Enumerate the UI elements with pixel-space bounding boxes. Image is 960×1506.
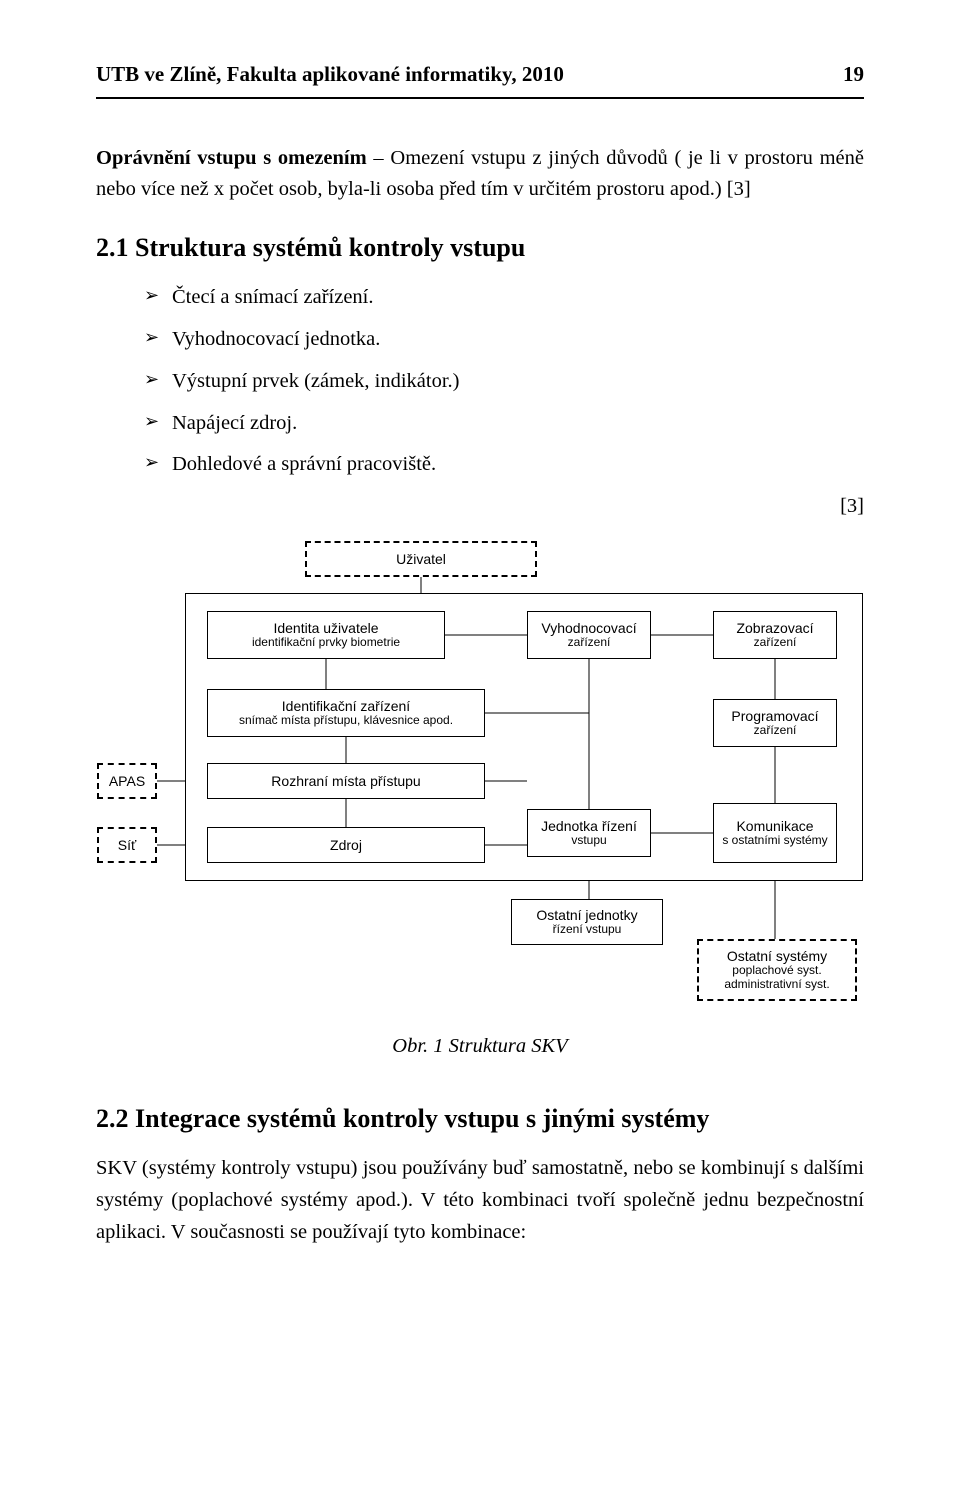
diagram-node-jednotka: Jednotka řízenívstupu <box>527 809 651 857</box>
diagram-node-uzivatel: Uživatel <box>305 541 537 577</box>
section-2-1-ref: [3] <box>96 491 864 523</box>
diagram-node-identz: Identifikační zařízenísnímač místa příst… <box>207 689 485 737</box>
diagram-node-rozhrani: Rozhraní místa přístupu <box>207 763 485 799</box>
page-root: UTB ve Zlíně, Fakulta aplikované informa… <box>0 0 960 1330</box>
list-item: Vyhodnocovací jednotka. <box>144 324 864 356</box>
diagram-node-apas: APAS <box>97 763 157 799</box>
diagram-node-zdroj: Zdroj <box>207 827 485 863</box>
diagram-node-zobraz: Zobrazovacízařízení <box>713 611 837 659</box>
section-2-2-paragraph: SKV (systémy kontroly vstupu) jsou použí… <box>96 1153 864 1248</box>
list-item: Výstupní prvek (zámek, indikátor.) <box>144 366 864 398</box>
list-item: Dohledové a správní pracoviště. <box>144 449 864 481</box>
intro-bold: Oprávnění vstupu s omezením <box>96 147 367 169</box>
diagram-canvas: Uživatel APAS Síť Identita uživateleidentif… <box>97 541 863 1015</box>
diagram-node-program: Programovacízařízení <box>713 699 837 747</box>
list-item: Napájecí zdroj. <box>144 408 864 440</box>
header-page-number: 19 <box>843 58 864 91</box>
page-header: UTB ve Zlíně, Fakulta aplikované informa… <box>96 58 864 99</box>
diagram-node-ostsys: Ostatní systémypoplachové syst.administr… <box>697 939 857 1001</box>
header-left: UTB ve Zlíně, Fakulta aplikované informa… <box>96 58 564 91</box>
diagram-node-ostjed: Ostatní jednotkyřízení vstupu <box>511 899 663 945</box>
diagram-node-komun: Komunikaces ostatními systémy <box>713 803 837 863</box>
section-2-1-list: Čtecí a snímací zařízení. Vyhodnocovací … <box>96 282 864 481</box>
section-2-1-title: 2.1 Struktura systémů kontroly vstupu <box>96 228 864 268</box>
diagram-node-sit: Síť <box>97 827 157 863</box>
intro-paragraph: Oprávnění vstupu s omezením – Omezení vs… <box>96 143 864 207</box>
diagram-node-identita: Identita uživateleidentifikační prvky bi… <box>207 611 445 659</box>
section-2-2-title: 2.2 Integrace systémů kontroly vstupu s … <box>96 1099 864 1139</box>
figure-1-caption: Obr. 1 Struktura SKV <box>96 1031 864 1063</box>
diagram-node-vyhod: Vyhodnocovacízařízení <box>527 611 651 659</box>
list-item: Čtecí a snímací zařízení. <box>144 282 864 314</box>
figure-1: Uživatel APAS Síť Identita uživateleidentif… <box>96 541 864 1015</box>
